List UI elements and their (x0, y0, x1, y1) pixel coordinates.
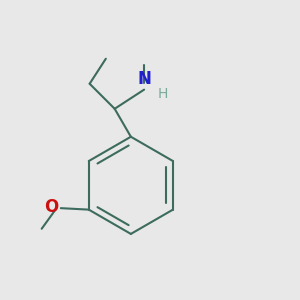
Text: N: N (137, 70, 151, 88)
Text: H: H (158, 87, 168, 101)
Text: O: O (44, 198, 58, 216)
